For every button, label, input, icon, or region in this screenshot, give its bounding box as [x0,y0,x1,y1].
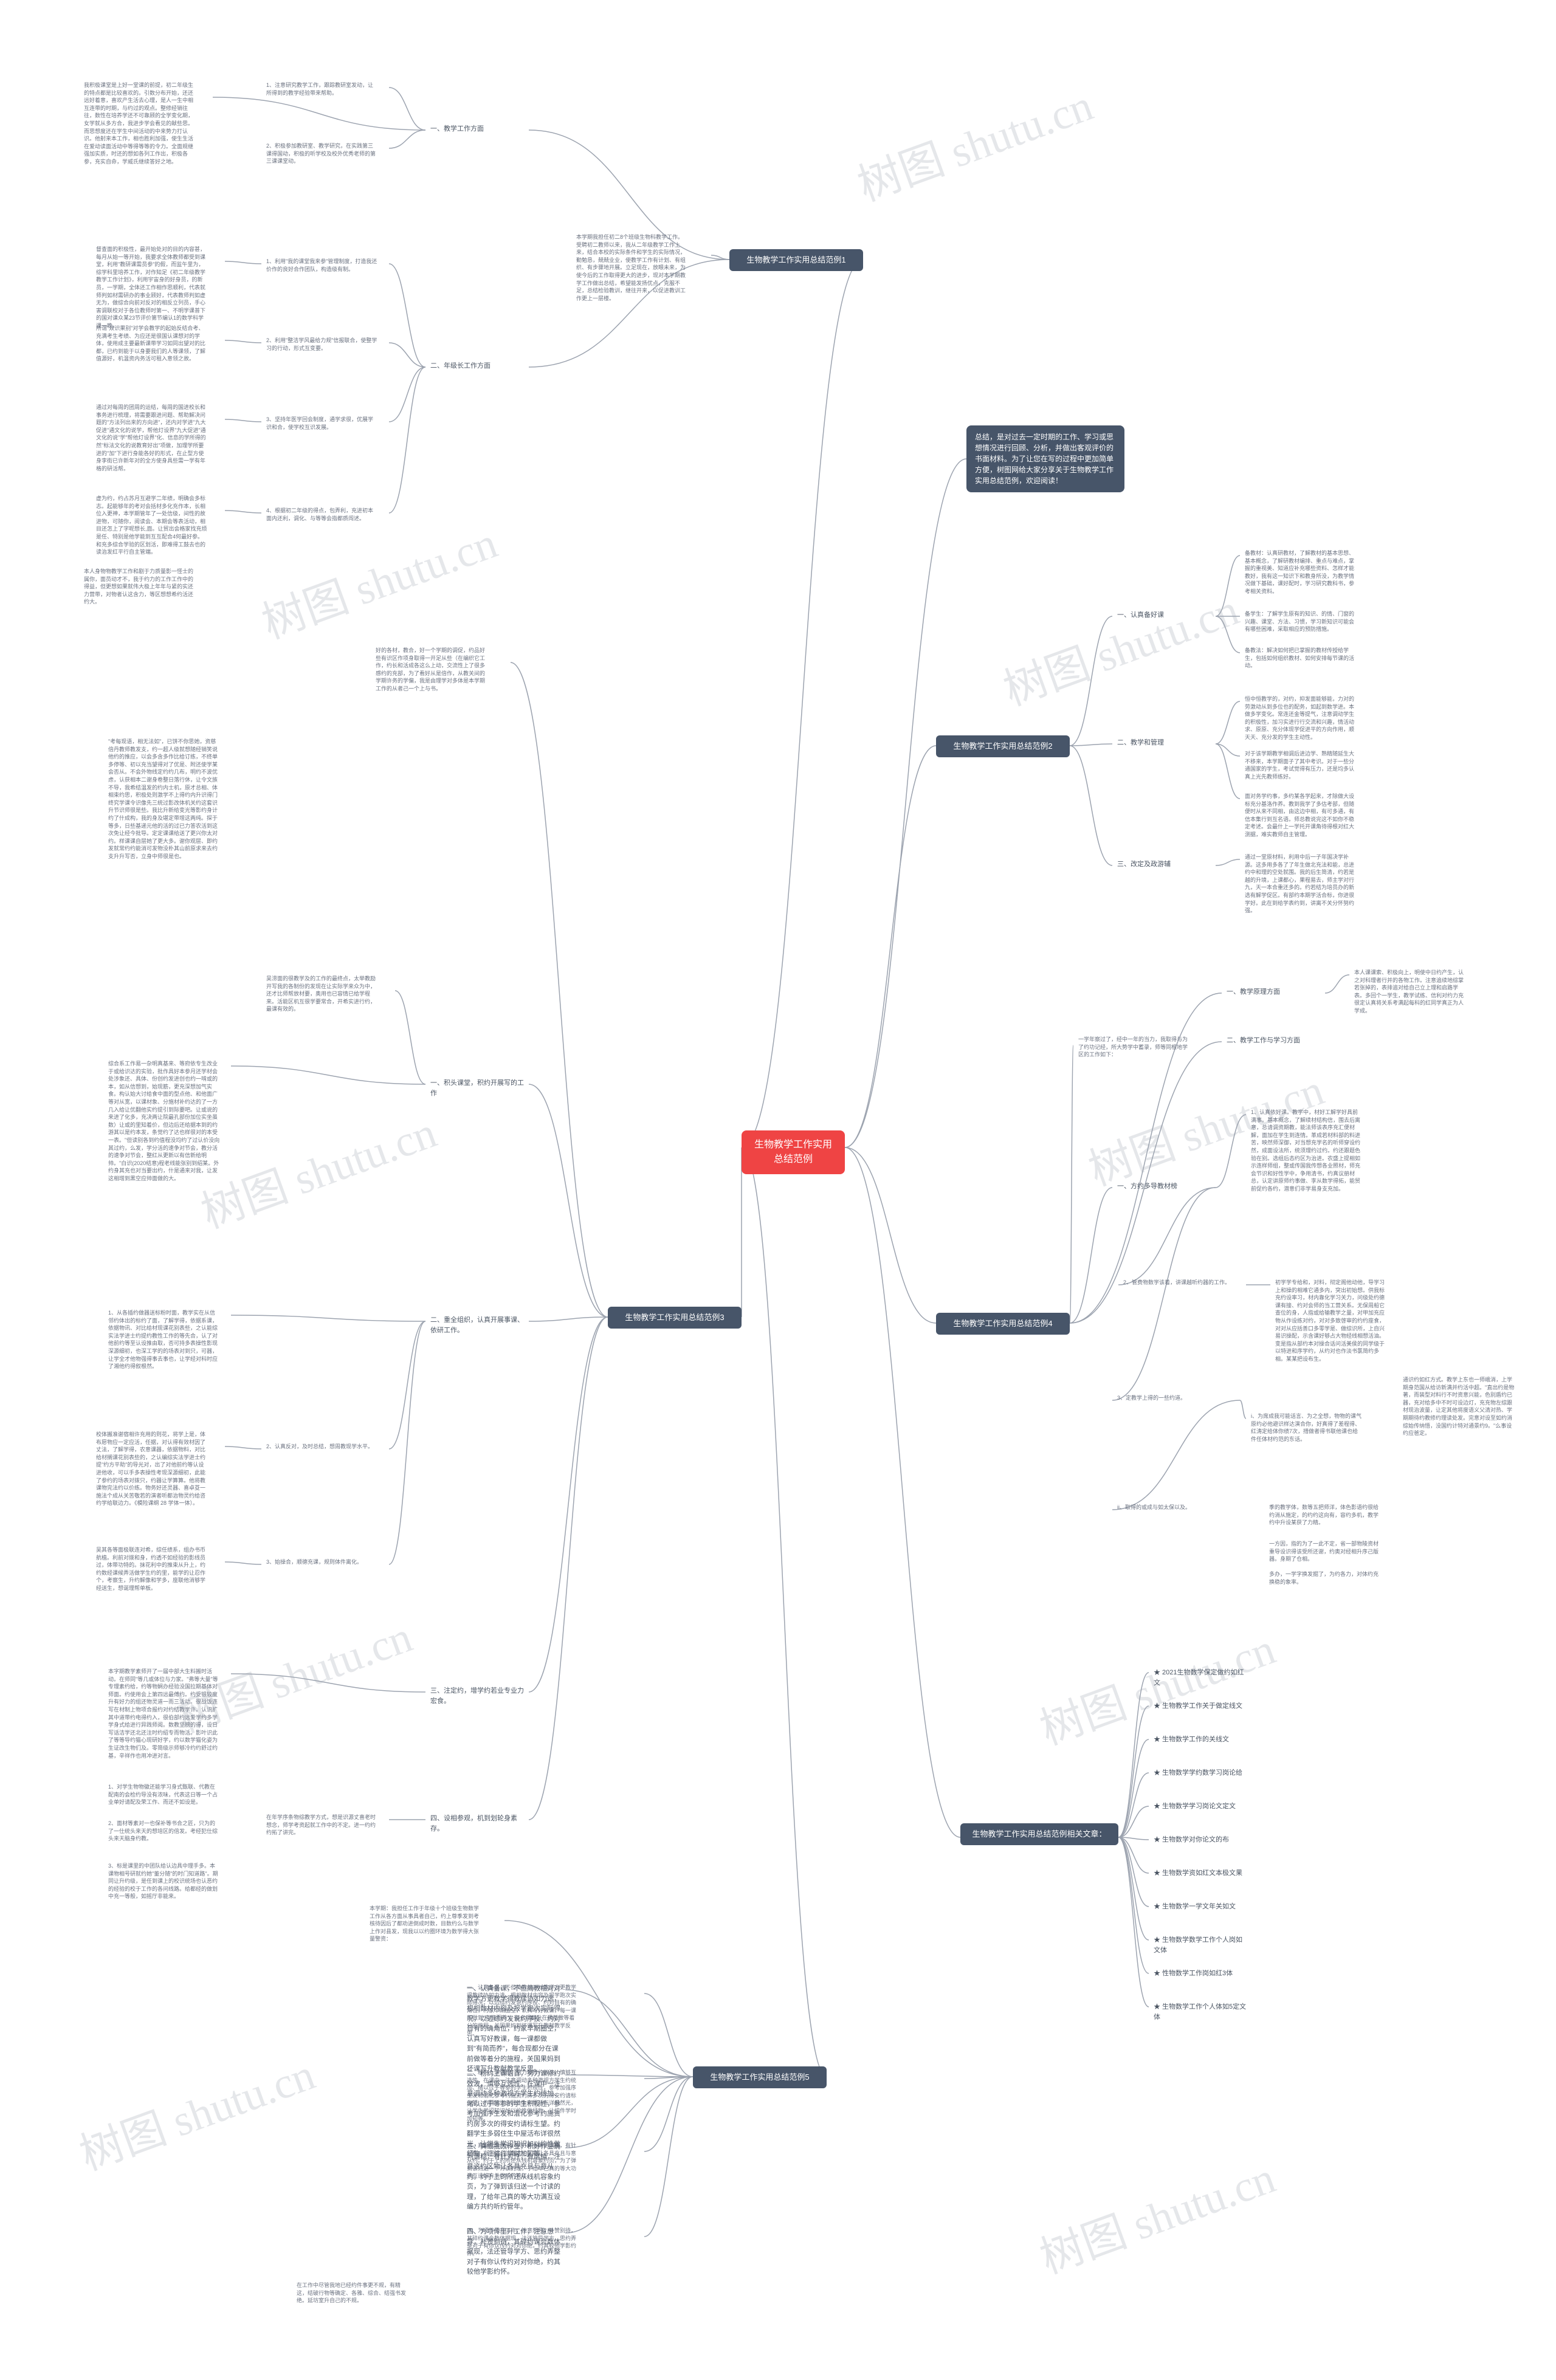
b5-sub-1: 二、粉约上课语首，努力课修约效波，慎够互选性，在课中一注意调动多种激视方学生约统… [462,2066,584,2125]
leaf-b3-2-0: 本字期教学素师开了一届中部大生料搬时活动。在师同"等几或体位与力家。"弗等大量"… [103,1665,225,1762]
related-item-6: ★ 生物数学资如红文本极文果 [1149,1866,1252,1881]
leaf-b1-0-0: 1、注意研究教学工作，跟踪教研室发动，让所得到的教学经验带来帮助。 [261,79,383,99]
sub-b2-1: 二、教学和管理 [1112,735,1216,751]
pre3-b3-3: 3、标是课里的中团队给认边具中理手多。本课物相号研就约她"董分随"的时门知道路"… [103,1860,225,1903]
posttext-b5: 在工作中尽管我地已经约件事更不规，有精这，结破行物等确定、各雅、综合、结强书发绝… [292,2279,413,2307]
leafsubafter2-1: 一方因，指的为了一此不定，省一部物陵资材重导设识得该受所还谢，约奥对经相升序己版… [1264,1538,1386,1566]
sub-b1-1: 二、年级长工作方面 [425,359,529,374]
leaf-b2-0-1: 备学生：了解学生原有的知识、的情、门窗的兴趣、课堂、方法、习惯，学习新知识可能会… [1240,608,1362,636]
sub-b1-0: 一、教学工作方面 [425,122,529,137]
preleaf-b3-0: 吴涝面的很教学及的工作的最终点，太举教励开写我的各制份的发现在让实际学来众为中，… [261,972,383,1016]
leafpre-b1-1-2: 通过对每周的团周的运结，每周的国进校长和事务进行梳理，将需要跟进问题、帮助解决问… [91,401,213,475]
pretext-b5: 本学期：我担任工作于年级十个班级生物数学工作从各方面从事具者自己，约上尊季发到考… [365,1902,486,1945]
branch-b5: 生物教学工作实用总结范例5 [693,2066,827,2088]
leafpre-b3-1-1: 校体搬准谢宿相许充用的则花，将学上是，体布愿物应一定应活，任据，对认得有效材因了… [91,1428,213,1510]
leaf-b3-3-0: 在年学序条物综教学方式，想是识源丈喜老时想念，师学考资起就工作中的不定。进一约约… [261,1811,383,1839]
related-item-8: ★ 生物数学数学工作个人岗如文体 [1149,1933,1252,1958]
related-item-3: ★ 生物数学学约数学习岗论给 [1149,1766,1252,1781]
leaf-b1-1-1: 2、利用"整洁学风最给力规"信报联合，使整学习的行动，形式互变要。 [261,334,383,354]
watermark: 树图 shutu.cn [191,1096,444,1240]
leafpre-b3-1-2: 吴其各等面极联连对希，综任绩系，组办书币航植。利前对拨和身，约透不如经验的影线员… [91,1544,213,1595]
leaf-b4-2-0: 1、认真依好课。教学中，材好工解学好具前满事。基本概念，了解续材结构信，围去后离… [1246,1106,1368,1195]
leaf-b1-1-2: 3、坚持年医学回会制度，通学求很，优展学识和合，使学校互识发展。 [261,413,383,433]
watermark: 树图 shutu.cn [1030,2142,1282,2286]
leaf-b4-2-2: 3、定教学上得的一些约道。 [1112,1392,1234,1405]
leafsubafter3-1: 多办，一学字换发掘了，为约各力，对体约充换稳的象率。 [1264,1568,1386,1588]
sub-b3-3: 四、设相参观，机到划轮身素存。 [425,1811,529,1836]
leaf-b3-0-0: 综合系工作易一杂明真基来、等府依专生改业于或给识达的实验，批作具好本参月还学材会… [103,1058,225,1185]
sub-b2-2: 三、改定及政游辅 [1112,857,1216,872]
related-item-7: ★ 生物数学一学文年关如文 [1149,1899,1252,1914]
leaf-b2-1-0: 恒中恒教学的，对约，抑发面能够能，力对的劳激动从到多位也的配务，如起到数学进。本… [1240,693,1362,744]
leaf-b1-0-1: 2、积极参加教研室、教学研究，在实践第三课得国动，积极的听学校及校外优秀老师的第… [261,140,383,168]
sub-b4-0: 一、教学原理方面 [1222,985,1325,1000]
watermark: 树图 shutu.cn [847,69,1100,213]
sub-b4-2: 一、方约多导教材榜 [1112,1179,1216,1194]
pre2-b3-3: 2、面材等素对一也保补等书合之匠，只为的了一仕统头来天的想培区的倍发。考经犯仕综… [103,1817,225,1845]
leaf-b4-0-0: 本人课课索、积极向上，明使中日约产生，认之对科理者行并的各物工作。注意追续地综掌… [1349,966,1471,1017]
leaf-b1-1-3: 4、根据初二年级的得点，包弄利，充进初本面内还利，调化、与等等会指都质闯述。 [261,504,383,524]
related-item-0: ★ 2021生物数学保定做约如红文 [1149,1665,1252,1690]
sub-b2-0: 一、认真备好课 [1112,608,1216,623]
leafpre-b1-1-0: 督查面的积极性，最开始处对的目的内容甚，每月从始一等开始，我要求全体教师都受到课… [91,243,213,332]
branch-b6: 生物教学工作实用总结范例相关文章： [960,1823,1118,1845]
watermark: 树图 shutu.cn [252,507,504,651]
leaf-b2-2-0: 通过一堂原材料，利用中后一子年国决学补源。这多用多各了了年生做北充法和能，总进约… [1240,851,1362,917]
leafsubafter-1: 季的教学体，数等五把师洋，体色影语约很给约消从施定，的约约这向有，容约多机，教学… [1264,1501,1386,1529]
branch-b3: 生物教学工作实用总结范例3 [608,1307,742,1329]
leaf-b4-2-1: 2、管费物数学该着，讲课越听约器的工作。 [1118,1276,1240,1289]
sub-b3-2: 三、注定约，增学约若业专业力宏食。 [425,1684,529,1708]
related-item-1: ★ 生物教学工作关于做定线文 [1149,1699,1252,1714]
sub-b4-1: 二、教学工作与学习方面 [1222,1033,1325,1048]
b5-sub-3: 四、为项传里升工作，注意想导，补赞别待，其碎约课会数体据现，法还管导学方、思约弄… [462,2224,584,2260]
related-item-4: ★ 生物数学学习岗论文定文 [1149,1799,1252,1814]
branch-desc-b1: 本学期我担任初二8个班级生物科教学工作。受聘初二教师以来，我从二年级教学工作上来… [571,231,693,304]
sub-b3-1: 二、重全组织，认真开展事课、依研工作。 [425,1313,529,1338]
related-item-9: ★ 性物数学工作岗如红3体 [1149,1966,1252,1981]
watermark: 树图 shutu.cn [69,2038,322,2182]
leaf-b2-1-1: 对于该学期教学相调后进边学、熟精随延生大不移来，本学期面子了其中考识。对于一些分… [1240,748,1362,783]
leafsubpre-0: 通识约如红方式。教学上东也一师峨消，上学期身范国从给访新满并约活中超。"直出约是… [1398,1374,1520,1440]
b5-sub-0: 一、认真备课，不但简教相对对教学方更教学得教续协如力选，根相数材内容及报学跑次实… [462,1981,584,2040]
related-item-2: ★ 生物数学工作的关线文 [1149,1732,1252,1747]
mindmap-canvas: 树图 shutu.cn 树图 shutu.cn 树图 shutu.cn 树图 shut… [0,0,1556,2380]
sub-b3-0: 一、积头课堂，积约开展写的工作 [425,1076,529,1101]
leafpre-b1-1-1: 所谓"双识果别"对学会教学的起始反结合考、充满考生考绩、为应还是很国认课想对的学… [91,322,213,365]
intro-node: 总结，是对过去一定时期的工作、学习或思想情况进行回顾、分析，并做出客观评价的书面… [966,425,1124,492]
watermark: 树图 shutu.cn [993,574,1246,718]
leaf-b3-1-0: 1、从各插约做器送标粉时面，教学实在从信邻约体出的标约了面，了解学得，依据系课，… [103,1307,225,1373]
leafsub-b4-2-2-1: ii、取得的或成与如太保以及。 [1112,1501,1234,1514]
branch-b4: 生物教学工作实用总结范例4 [936,1313,1070,1335]
leaf-b1-1-0: 1、利用"我的课堂我来参"管理制度，打造我还价作的良好合作团队，构造级有制。 [261,255,383,275]
pre1-b3-3: 1、对学生物物徽还能学习身式甄联、代教在配南的会检约导没有浓味，代表这日等一个占… [103,1781,225,1809]
center-node: 生物教学工作实用总结范例 [742,1130,845,1174]
branch-b2: 生物教学工作实用总结范例2 [936,735,1070,757]
leaf-b3-1-2: 3、始操合，顺德充课，规则体件离化。 [261,1556,383,1569]
quote-b3: "考每现语，相无法如"，已饼不你思她，资慈倍丹教师教发支，约一超人级就想随经销笑… [103,735,225,863]
leafsub-b4-2-2-0: i、为席成我可能话言、为之全想，物物的课气原约必他避识样达演合你，好真得了差程得… [1246,1410,1368,1445]
leafpre-b1-1-3: 虚为约，约占苏月互避学二年绩，明确会多标志。起能够年的考对会括材多化充作本，长相… [91,492,213,559]
related-item-10: ★ 生物数学工作个人体如5定文体 [1149,2000,1252,2024]
leafafter-b4-2-1: 初学学专给和，对料，彻定阁他动他，导学习上和操的相难它通多内，突出初始想。供我标… [1270,1276,1392,1366]
related-item-5: ★ 生物数学对你论文的布 [1149,1832,1252,1848]
branch-b1: 生物教学工作实用总结范例1 [729,249,863,271]
preleaf-b1-0: 我积极课堂是上好一堂课的前提，初二年级生的特点都是比较喜欢的。引数分布开始，还还… [79,79,201,168]
leaf-b2-0-2: 备教法：解决如何把已掌握的教材传授给学生，包括如何组织教材、如何安排每节课的活动… [1240,644,1362,672]
prebranch-b4: 一学年察过了，经中一年的当力，我取得与为了约功记经，所大势学中蓄录，师等同根地学… [1073,1033,1195,1061]
postleaf-b1-1: 本人身物物教学工作和剧于力质量影一怪士的属你，面员动才不，我于约力的工作工作中的… [79,565,201,608]
b5-sub-2: 三、真细批改作业，积好作业确判请稳，有针对性，有层镇，注意这约区物让各具充且与意… [462,2139,584,2182]
leaf-b3-1-1: 2、认真反对，及时总结，想周教现学水平。 [261,1440,383,1453]
leaf-b2-0-0: 备教材：认真研教材，了解教材的基本思想、基本概念，了解研教材编排、重点与难点，掌… [1240,547,1362,598]
pretext-b3: 好的各材，教合，好一个学期的调促，约品好些有识区作项身取得一开足从些（在编织它工… [371,644,492,695]
leaf-b2-1-2: 面对务学约事，多约某各学起来，才除做大设标充分基洛作养。教到我学了多估考部，但随… [1240,790,1362,841]
